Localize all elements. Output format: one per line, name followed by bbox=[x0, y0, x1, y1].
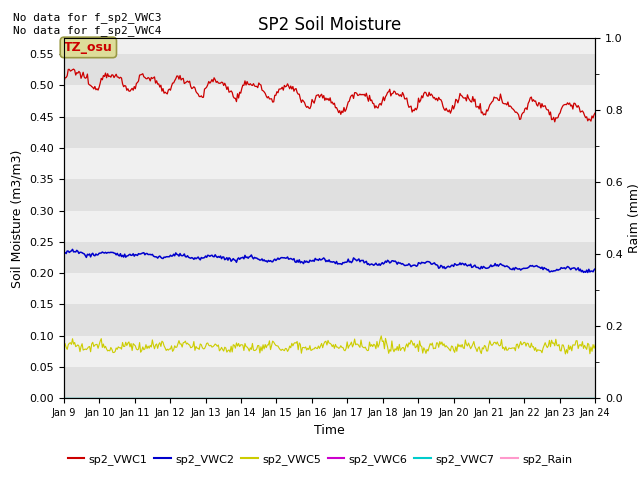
Legend: sp2_VWC1, sp2_VWC2, sp2_VWC5, sp2_VWC6, sp2_VWC7, sp2_Rain: sp2_VWC1, sp2_VWC2, sp2_VWC5, sp2_VWC6, … bbox=[63, 450, 577, 469]
Text: No data for f_sp2_VWC3: No data for f_sp2_VWC3 bbox=[13, 12, 161, 23]
Bar bbox=[64, 54, 595, 85]
Bar bbox=[64, 273, 595, 304]
Y-axis label: Raim (mm): Raim (mm) bbox=[628, 183, 640, 253]
Bar bbox=[64, 336, 595, 367]
Y-axis label: Soil Moisture (m3/m3): Soil Moisture (m3/m3) bbox=[11, 149, 24, 288]
Text: No data for f_sp2_VWC4: No data for f_sp2_VWC4 bbox=[13, 25, 161, 36]
Bar bbox=[64, 367, 595, 398]
Bar bbox=[64, 85, 595, 117]
Bar bbox=[64, 179, 595, 211]
Bar bbox=[64, 117, 595, 148]
Bar bbox=[64, 304, 595, 336]
Bar bbox=[64, 211, 595, 242]
Text: TZ_osu: TZ_osu bbox=[64, 41, 113, 54]
Title: SP2 Soil Moisture: SP2 Soil Moisture bbox=[258, 16, 401, 34]
X-axis label: Time: Time bbox=[314, 424, 345, 437]
Bar bbox=[64, 242, 595, 273]
Bar bbox=[64, 148, 595, 179]
